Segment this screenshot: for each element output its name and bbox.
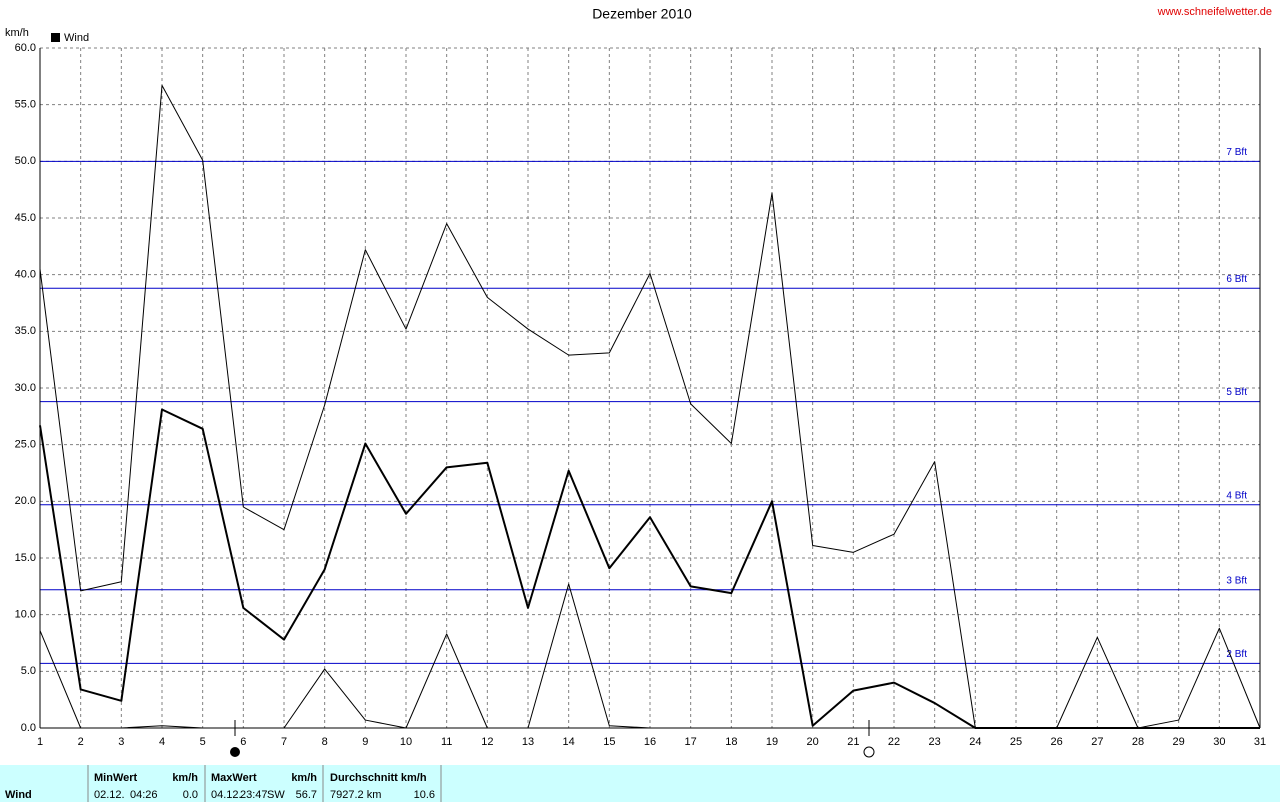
new-moon xyxy=(230,747,240,757)
x-tick-label: 22 xyxy=(888,736,900,748)
stats-table: Wind MinWert km/h 02.12. 04:26 0.0 MaxWe… xyxy=(0,765,1280,802)
y-tick-label: 15.0 xyxy=(15,552,36,564)
y-tick-label: 45.0 xyxy=(15,212,36,224)
table-cell: 56.7 xyxy=(296,789,317,801)
x-tick-label: 7 xyxy=(281,736,287,748)
x-tick-label: 8 xyxy=(322,736,328,748)
x-tick-label: 27 xyxy=(1091,736,1103,748)
x-tick-label: 24 xyxy=(969,736,981,748)
x-tick-label: 18 xyxy=(725,736,737,748)
x-tick-label: 12 xyxy=(481,736,493,748)
source: www.schneifelwetter.de xyxy=(1157,6,1272,18)
x-tick-label: 16 xyxy=(644,736,656,748)
x-tick-label: 23 xyxy=(929,736,941,748)
y-tick-label: 50.0 xyxy=(15,155,36,167)
x-tick-label: 25 xyxy=(1010,736,1022,748)
table-cell: 04.12. xyxy=(211,789,242,801)
x-tick-label: 30 xyxy=(1213,736,1225,748)
x-tick-label: 10 xyxy=(400,736,412,748)
table-bg xyxy=(0,765,1280,802)
y-tick-label: 5.0 xyxy=(21,665,36,677)
full-moon xyxy=(863,746,875,758)
chart-title: Dezember 2010 xyxy=(592,6,692,22)
table-cell: 23:47 xyxy=(240,789,268,801)
table-cell: 04:26 xyxy=(130,789,158,801)
y-tick-label: 55.0 xyxy=(15,99,36,111)
x-tick-label: 9 xyxy=(362,736,368,748)
x-tick-label: 19 xyxy=(766,736,778,748)
table-header: km/h xyxy=(172,772,198,784)
reference-label: 4 Bft xyxy=(1226,490,1247,501)
table-cell: 7927.2 km xyxy=(330,789,381,801)
reference-label: 5 Bft xyxy=(1226,387,1247,398)
x-tick-label: 3 xyxy=(118,736,124,748)
table-cell: 10.6 xyxy=(414,789,435,801)
y-tick-label: 10.0 xyxy=(15,609,36,621)
x-tick-label: 11 xyxy=(441,736,452,748)
x-tick-label: 14 xyxy=(563,736,575,748)
y-tick-label: 35.0 xyxy=(15,325,36,337)
y-tick-label: 0.0 xyxy=(21,722,36,734)
y-axis-label: km/h xyxy=(5,27,29,39)
x-tick-label: 13 xyxy=(522,736,534,748)
table-header: MaxWert xyxy=(211,772,257,784)
y-tick-label: 60.0 xyxy=(15,42,36,54)
table-cell: 0.0 xyxy=(183,789,198,801)
x-tick-label: 28 xyxy=(1132,736,1144,748)
x-tick-label: 26 xyxy=(1051,736,1063,748)
x-tick-label: 4 xyxy=(159,736,165,748)
table-label: Wind xyxy=(5,789,32,801)
table-header: Durchschnitt km/h xyxy=(330,772,427,784)
series-line xyxy=(39,583,1260,729)
x-tick-label: 1 xyxy=(37,736,43,748)
y-tick-label: 20.0 xyxy=(15,495,36,507)
reference-label: 7 Bft xyxy=(1226,147,1247,158)
x-tick-label: 6 xyxy=(240,736,246,748)
reference-label: 3 Bft xyxy=(1226,575,1247,586)
y-tick-label: 30.0 xyxy=(15,382,36,394)
y-tick-label: 25.0 xyxy=(15,439,36,451)
x-tick-label: 20 xyxy=(807,736,819,748)
x-tick-label: 29 xyxy=(1173,736,1185,748)
table-header: km/h xyxy=(291,772,317,784)
x-tick-label: 5 xyxy=(200,736,206,748)
x-tick-label: 21 xyxy=(847,736,859,748)
table-cell: SW xyxy=(267,789,285,801)
reference-label: 2 Bft xyxy=(1226,649,1247,660)
table-header: MinWert xyxy=(94,772,138,784)
x-tick-label: 17 xyxy=(685,736,697,748)
table-cell: 02.12. xyxy=(94,789,125,801)
legend-label: Wind xyxy=(64,32,89,44)
y-tick-label: 40.0 xyxy=(15,269,36,281)
x-tick-label: 2 xyxy=(78,736,84,748)
x-tick-label: 31 xyxy=(1254,736,1266,748)
legend-swatch xyxy=(51,33,60,42)
reference-label: 6 Bft xyxy=(1226,274,1247,285)
x-tick-label: 15 xyxy=(603,736,615,748)
